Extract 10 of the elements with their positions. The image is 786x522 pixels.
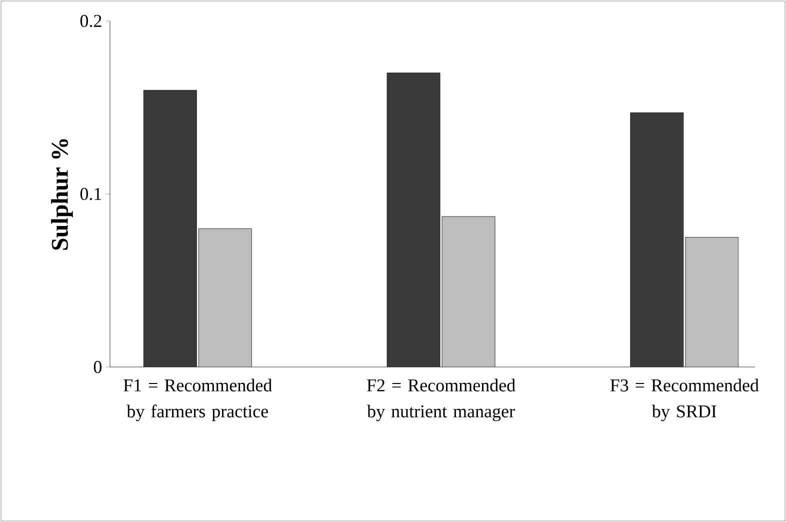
bar [144, 90, 197, 367]
x-tick-label: F2 = Recommended by nutrient manager [366, 378, 516, 422]
x-tick-label: F1 = Recommended by farmers practice [124, 378, 272, 422]
bar [387, 72, 440, 367]
x-tick-label: F3 = Recommended by SRDI [610, 378, 759, 422]
bar [630, 112, 684, 367]
y-axis-title: Sulphur % [51, 139, 73, 250]
y-tick-label: 0 [94, 360, 102, 374]
y-tick-label: 0.1 [80, 188, 102, 200]
y-tick-label: 0.2 [80, 14, 102, 28]
